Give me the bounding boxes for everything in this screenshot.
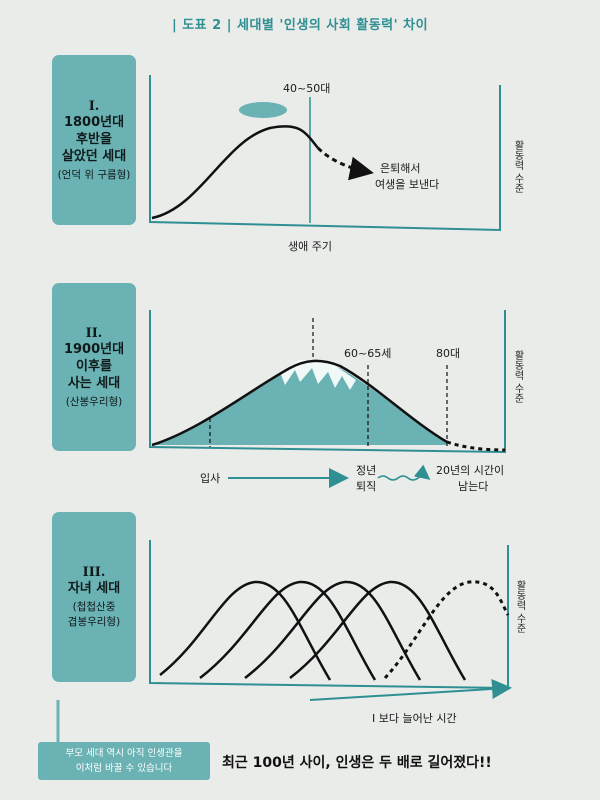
panel1-subtitle: (언덕 위 구름형) bbox=[57, 168, 131, 181]
note-line-1: 부모 세대 역시 아직 인생관을 bbox=[65, 748, 183, 759]
panel2-age-label-2: 80대 bbox=[436, 347, 461, 360]
panel2-mountain-fill bbox=[152, 362, 447, 445]
panel1-curve bbox=[151, 125, 319, 220]
panel1-numeral: I. bbox=[88, 98, 100, 114]
panel1-title-line-2: 후반을 bbox=[76, 131, 112, 147]
panel3-curve-4 bbox=[289, 580, 467, 681]
panel1-cloud bbox=[239, 102, 287, 118]
panel2-age-label-1: 60~65세 bbox=[344, 347, 392, 360]
headline: 최근 100년 사이, 인생은 두 배로 길어졌다!! bbox=[222, 755, 492, 771]
panel2-retire-label-1: 정년 bbox=[356, 464, 377, 477]
panel2-curve bbox=[151, 359, 448, 447]
panel2-tail bbox=[446, 440, 506, 452]
panel2-subtitle: (산봉우리형) bbox=[65, 395, 123, 408]
panel2-numeral: II. bbox=[85, 325, 103, 341]
panel3-label-box: III. 자녀 세대 (첩첩산중 겹봉우리형) bbox=[52, 512, 136, 682]
panel1-axes bbox=[149, 75, 501, 232]
panel2-retire-label-2: 퇴직 bbox=[356, 480, 377, 493]
panel1-label-box: I. 1800년대 후반을 살았던 세대 (언덕 위 구름형) bbox=[52, 55, 136, 225]
panel1-peak-label: 40~50대 bbox=[283, 82, 331, 95]
panel1-y-label: 활동력 수준 bbox=[512, 140, 523, 194]
panel2-y-label: 활동력 수준 bbox=[512, 350, 523, 404]
figure-title: 세대별 '인생의 사회 활동력' 차이 bbox=[237, 18, 429, 33]
note-line-2: 이처럼 바꿀 수 있습니다 bbox=[75, 763, 173, 774]
panel2-title-line-1: 1900년대 bbox=[63, 341, 125, 357]
panel3-curve-3 bbox=[244, 580, 422, 681]
panel1-title-line-1: 1800년대 bbox=[63, 114, 125, 130]
panel3-subtitle-line-1: (첩첩산중 bbox=[72, 601, 116, 613]
panel1-retire-label-1: 은퇴해서 bbox=[380, 162, 421, 175]
panel1-x-label: 생애 주기 bbox=[288, 240, 332, 253]
panel2-wavy-arrow bbox=[377, 464, 431, 481]
panel3-y-label: 활동력 수준 bbox=[514, 580, 525, 634]
panel3-curve-2 bbox=[199, 580, 377, 681]
panel3-extra-time-label: I 보다 늘어난 시간 bbox=[372, 712, 457, 725]
panel3-time-arrow bbox=[309, 678, 512, 701]
panel3-numeral: III. bbox=[82, 565, 106, 580]
panel2-entry-label: 입사 bbox=[200, 472, 221, 485]
panel3-subtitle-line-2: 겹봉우리형) bbox=[67, 616, 121, 628]
page-title: | 도표 2 | 세대별 '인생의 사회 활동력' 차이 bbox=[0, 14, 600, 33]
panel3-axes bbox=[149, 540, 509, 690]
panel3-curve-1 bbox=[159, 580, 332, 681]
panel2-extra-label-2: 남는다 bbox=[458, 480, 489, 493]
panel3-curve-5-dotted bbox=[383, 580, 510, 680]
panel2-title-line-2: 이후를 bbox=[76, 358, 112, 374]
panel1-title-line-3: 살았던 세대 bbox=[61, 148, 127, 164]
note-box: 부모 세대 역시 아직 인생관을 이처럼 바꿀 수 있습니다 bbox=[38, 742, 210, 780]
panel2-axes bbox=[149, 310, 506, 454]
panel3-title-line-1: 자녀 세대 bbox=[67, 581, 121, 596]
panel1-decline bbox=[316, 146, 374, 181]
figure-tag: | 도표 2 | bbox=[171, 18, 232, 33]
panel2-label-box: II. 1900년대 이후를 사는 세대 (산봉우리형) bbox=[52, 283, 136, 451]
panel2-extra-label-1: 20년의 시간이 bbox=[436, 464, 505, 477]
panel2-title-line-3: 사는 세대 bbox=[67, 375, 121, 391]
panel1-retire-label-2: 여생을 보낸다 bbox=[375, 178, 440, 191]
